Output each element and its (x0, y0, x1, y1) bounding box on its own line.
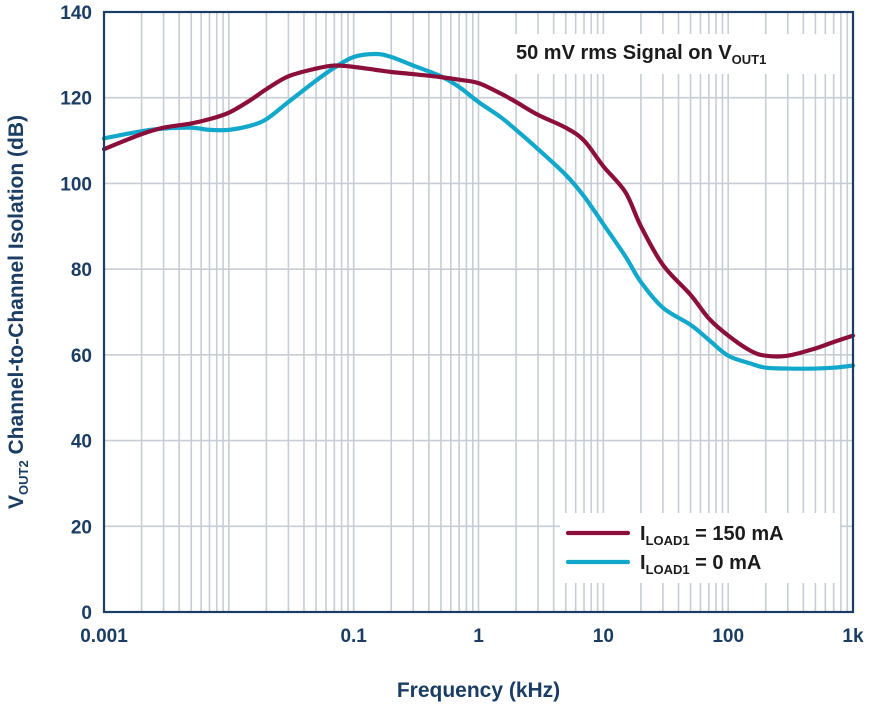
series-line (101, 63, 856, 359)
legend-label: ILOAD1 = 150 mA (640, 523, 784, 548)
y-tick-label: 140 (60, 3, 92, 24)
x-tick-label: 10 (593, 626, 614, 647)
legend-label-post: = 0 mA (690, 552, 762, 574)
y-axis-title-main: V (5, 495, 28, 509)
y-tick-label: 120 (60, 89, 92, 110)
y-tick-label: 100 (60, 174, 92, 195)
x-axis-title: Frequency (kHz) (397, 679, 560, 702)
legend-label-main: I (640, 552, 646, 574)
tick-labels: 0.001 0.1 1 10 100 1k 0 20 40 60 80 100 120 140 (60, 3, 864, 647)
legend-label: ILOAD1 = 0 mA (640, 552, 761, 577)
x-tick-label: 100 (712, 626, 744, 647)
y-axis-title-sub: OUT2 (16, 460, 31, 495)
series-lines (101, 51, 856, 371)
legend-label-main: I (640, 523, 646, 545)
legend-label-sub: LOAD1 (646, 562, 690, 577)
x-tick-label: 0.001 (80, 626, 128, 647)
annotation-sub: OUT1 (732, 52, 767, 67)
y-axis-title: VOUT2 Channel-to-Channel Isolation (dB) (5, 115, 31, 509)
legend-label-sub: LOAD1 (646, 533, 690, 548)
y-tick-label: 60 (71, 346, 92, 367)
y-axis-title-post: Channel-to-Channel Isolation (dB) (5, 115, 28, 460)
y-tick-label: 80 (71, 260, 92, 281)
grid (104, 12, 853, 612)
x-tick-label: 1k (842, 626, 864, 647)
y-tick-label: 40 (71, 432, 92, 453)
annotation-box: 50 mV rms Signal on VOUT1 (506, 34, 838, 74)
y-tick-label: 20 (71, 517, 92, 538)
series-line (101, 51, 856, 371)
legend-label-post: = 150 mA (690, 523, 784, 545)
x-tick-label: 0.1 (340, 626, 367, 647)
x-tick-label: 1 (473, 626, 484, 647)
annotation-text: 50 mV rms Signal on VOUT1 (516, 42, 766, 67)
legend-background (560, 513, 840, 583)
plot-frame (102, 10, 855, 614)
annotation-main: 50 mV rms Signal on V (516, 42, 732, 64)
y-tick-label: 0 (81, 603, 92, 624)
